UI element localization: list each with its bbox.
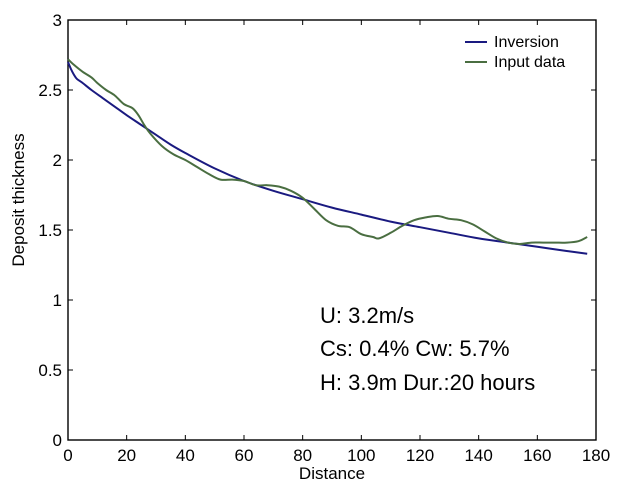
x-tick-label: 0 xyxy=(63,446,72,465)
y-tick-label: 1 xyxy=(53,291,62,310)
legend-label-input-data: Input data xyxy=(494,54,565,71)
axis-ticks: 0 20 40 60 80 100 120 140 160 180 0 0.5 1 1.5 2 2.5 3 xyxy=(38,11,610,465)
series-line-input-data xyxy=(67,58,588,245)
x-tick-label: 160 xyxy=(523,446,551,465)
y-axis-title: Deposit thickness xyxy=(9,133,28,266)
annotation-velocity: U: 3.2m/s xyxy=(320,303,414,328)
y-tick-label: 0 xyxy=(53,431,62,450)
series-line-inversion xyxy=(67,61,588,255)
x-tick-label: 140 xyxy=(464,446,492,465)
y-tick-label: 1.5 xyxy=(38,221,62,240)
y-tick-label: 2.5 xyxy=(38,81,62,100)
x-tick-label: 100 xyxy=(347,446,375,465)
legend-label-inversion: Inversion xyxy=(494,34,559,51)
x-axis-title: Distance xyxy=(299,464,365,483)
series-group xyxy=(67,58,588,255)
y-tick-label: 3 xyxy=(53,11,62,30)
x-tick-label: 40 xyxy=(176,446,195,465)
annotation-height-duration: H: 3.9m Dur.:20 hours xyxy=(320,370,535,395)
x-tick-label: 120 xyxy=(406,446,434,465)
x-tick-label: 60 xyxy=(235,446,254,465)
y-tick-label: 2 xyxy=(53,151,62,170)
annotation-concentration: Cs: 0.4% Cw: 5.7% xyxy=(320,336,510,361)
annotation-box: U: 3.2m/s Cs: 0.4% Cw: 5.7% H: 3.9m Dur.… xyxy=(320,303,535,395)
x-tick-label: 180 xyxy=(582,446,610,465)
x-tick-label: 80 xyxy=(293,446,312,465)
legend: Inversion Input data xyxy=(465,34,565,71)
x-tick-label: 20 xyxy=(117,446,136,465)
y-tick-label: 0.5 xyxy=(38,361,62,380)
